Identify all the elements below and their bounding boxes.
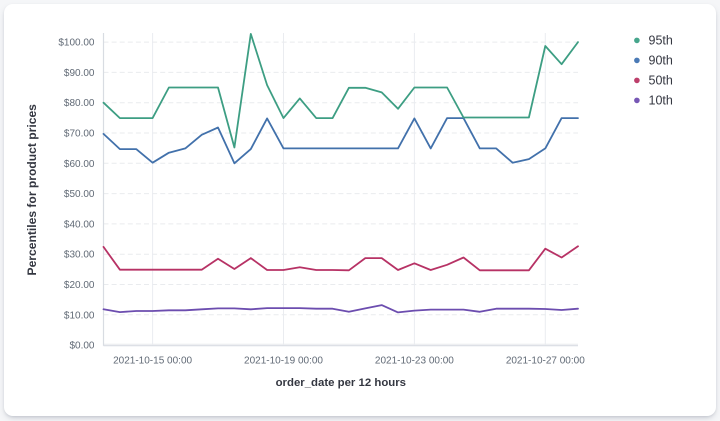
svg-text:order_date per 12 hours: order_date per 12 hours — [276, 377, 406, 389]
svg-text:2021-10-23 00:00: 2021-10-23 00:00 — [375, 356, 454, 367]
svg-text:$40.00: $40.00 — [64, 219, 95, 230]
svg-text:$70.00: $70.00 — [64, 129, 95, 140]
svg-text:Percentiles for product prices: Percentiles for product prices — [25, 104, 39, 276]
svg-text:$90.00: $90.00 — [64, 68, 95, 79]
svg-text:50th: 50th — [649, 74, 673, 88]
svg-text:90th: 90th — [649, 54, 673, 68]
svg-text:$10.00: $10.00 — [64, 310, 95, 321]
svg-text:2021-10-19 00:00: 2021-10-19 00:00 — [244, 356, 323, 367]
svg-text:$100.00: $100.00 — [58, 38, 95, 49]
svg-text:95th: 95th — [649, 34, 673, 48]
svg-text:$60.00: $60.00 — [64, 159, 95, 170]
svg-text:10th: 10th — [649, 94, 673, 108]
svg-text:$30.00: $30.00 — [64, 250, 95, 261]
svg-text:2021-10-27 00:00: 2021-10-27 00:00 — [506, 356, 585, 367]
svg-text:$80.00: $80.00 — [64, 98, 95, 109]
svg-text:$50.00: $50.00 — [64, 189, 95, 200]
svg-text:2021-10-15 00:00: 2021-10-15 00:00 — [113, 356, 192, 367]
svg-text:$0.00: $0.00 — [69, 341, 94, 352]
svg-text:$20.00: $20.00 — [64, 280, 95, 291]
